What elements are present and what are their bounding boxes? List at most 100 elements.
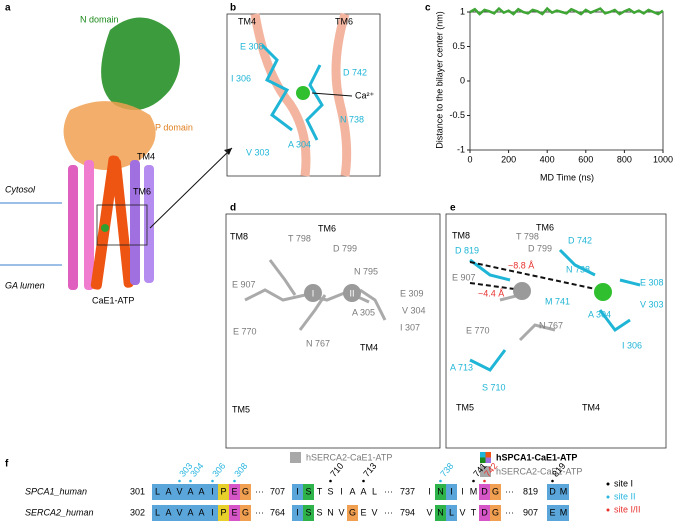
residue: A [198, 507, 204, 517]
label: N domain [80, 14, 119, 24]
ion-site [304, 284, 322, 302]
label: TM8 [230, 231, 248, 241]
residue: G [242, 486, 249, 496]
residue-box [479, 484, 490, 500]
legend-swatch [485, 457, 491, 463]
plot-frame [469, 11, 664, 151]
residue: I [428, 486, 431, 496]
y-axis-label: Distance to the bilayer center (nm) [434, 11, 444, 149]
residue-box [174, 484, 185, 500]
residue: E [231, 507, 237, 517]
residue-number: 302 [130, 507, 145, 517]
legend-swatch [480, 452, 486, 458]
legend-dot [606, 508, 610, 512]
site-dot [211, 479, 214, 483]
helix [110, 158, 134, 288]
x-tick-label: 1000 [653, 154, 673, 164]
label: N 767 [306, 338, 330, 348]
helix [331, 12, 352, 177]
panel-letter: c [425, 3, 431, 14]
residue: D [481, 507, 488, 517]
label: V 303 [640, 299, 664, 309]
residue: I [211, 507, 214, 517]
helix [68, 165, 78, 290]
label: I 307 [400, 322, 420, 332]
residue: P [220, 507, 226, 517]
residue-box [240, 484, 251, 500]
residue: V [371, 507, 377, 517]
site-dot [329, 479, 332, 483]
zoom-arrow [149, 147, 233, 229]
site-dot [233, 479, 236, 483]
arrow-head [224, 148, 232, 155]
panel-frame [445, 213, 667, 449]
label: TM4 [360, 342, 378, 352]
residue-box [218, 505, 229, 521]
residue-box [152, 505, 163, 521]
residue: L [372, 486, 377, 496]
residue-number: 301 [130, 486, 145, 496]
residue-box [185, 505, 196, 521]
separator: ··· [255, 507, 264, 517]
distance-line [469, 261, 601, 291]
residue-box [163, 505, 174, 521]
label: D 742 [343, 67, 367, 77]
label: A 713 [450, 362, 473, 372]
label: A 304 [288, 139, 311, 149]
label: D 799 [333, 243, 357, 253]
legend-label: site I/II [614, 504, 641, 514]
site-number: 713 [361, 461, 378, 479]
side-chain [260, 43, 324, 141]
residue-box [185, 484, 196, 500]
label: Ca²⁺ [355, 90, 375, 100]
residue: V [338, 507, 344, 517]
label: ~4.4 Å [478, 288, 504, 298]
residue: I [296, 486, 299, 496]
residue-box [446, 484, 457, 500]
site-dot [178, 479, 181, 483]
panel-letter: d [230, 203, 236, 214]
label: I 306 [231, 73, 251, 83]
residue: E [360, 507, 366, 517]
residue: L [155, 507, 160, 517]
residue-box [547, 505, 558, 521]
residue-box [207, 505, 218, 521]
residue: I [340, 486, 343, 496]
residue-box [558, 505, 569, 521]
residue-number: 907 [523, 507, 538, 517]
residue-number: 819 [523, 486, 538, 496]
residue: P [220, 486, 226, 496]
site-dot [551, 479, 554, 483]
x-tick-label: 400 [540, 154, 555, 164]
residue: A [360, 486, 366, 496]
ca-ion [101, 224, 109, 232]
residue: M [560, 486, 568, 496]
label: TM8 [452, 230, 470, 240]
x-tick-label: 0 [467, 154, 472, 164]
helix [84, 160, 94, 290]
n-domain-ribbon [101, 17, 180, 110]
residue: I [211, 486, 214, 496]
label: TM4 [238, 16, 256, 26]
residue-box [229, 484, 240, 500]
ca-ion [296, 86, 310, 100]
residue: M [560, 507, 568, 517]
label: I [312, 288, 315, 298]
panel-a: a N domain P domain TM4 TM6 Cytosol GA l… [0, 3, 233, 305]
label: TM6 [133, 186, 151, 196]
residue: G [492, 507, 499, 517]
legend-label: site I [614, 478, 633, 488]
label: TM5 [232, 404, 250, 414]
residue: D [549, 486, 556, 496]
residue-box [446, 505, 457, 521]
residue: A [187, 486, 193, 496]
y-tick-label: -0.5 [449, 110, 465, 120]
residue: E [549, 507, 555, 517]
residue: V [459, 507, 465, 517]
residue: V [176, 486, 182, 496]
label: TM6 [536, 222, 554, 232]
residue: A [187, 507, 193, 517]
residue: A [198, 486, 204, 496]
x-tick-label: 600 [578, 154, 593, 164]
